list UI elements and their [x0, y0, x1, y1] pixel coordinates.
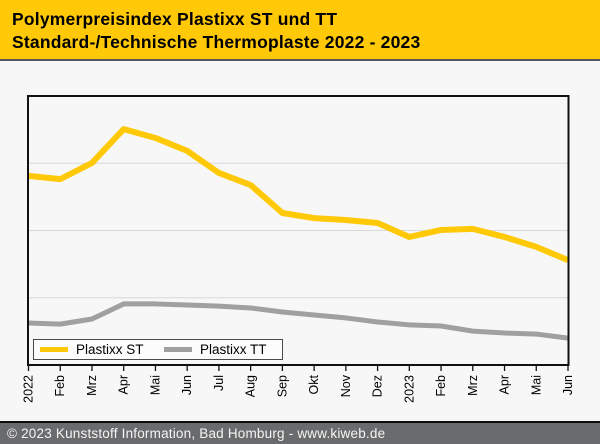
chart-title-line2: Standard-/Technische Thermoplaste 2022 -…: [12, 32, 421, 52]
x-tick-label: Aug: [244, 375, 258, 397]
copyright-footer: © 2023 Kunststoff Information, Bad Hombu…: [0, 421, 600, 444]
plastixx-st-line-swatch: [40, 347, 68, 352]
legend-item-plastixx-tt: Plastixx TT: [158, 340, 282, 359]
plastixx-tt-line-swatch: [164, 347, 192, 352]
x-tick-label: Mai: [529, 375, 543, 395]
x-tick-label: Jun: [180, 375, 194, 395]
series-line-plastixx-tt: [28, 301, 569, 341]
legend-item-plastixx-st: Plastixx ST: [34, 340, 158, 359]
x-tick-label: Dez: [371, 375, 385, 397]
series-line-plastixx-st: [28, 126, 570, 263]
x-tick-label: Jun: [561, 375, 575, 395]
x-tick-label: Mrz: [466, 375, 480, 396]
x-tick-label: Mai: [148, 375, 162, 395]
x-tick-label: Okt: [307, 374, 321, 394]
copyright-text: © 2023 Kunststoff Information, Bad Hombu…: [7, 426, 386, 441]
x-tick-label: Feb: [53, 375, 67, 397]
x-tick-label: Mrz: [85, 375, 99, 396]
x-tick-label: 2023: [402, 375, 416, 403]
legend-label-plastixx-st: Plastixx ST: [76, 342, 144, 357]
x-tick-label: Apr: [498, 375, 512, 394]
chart-header: Polymerpreisindex Plastixx ST und TT Sta…: [0, 0, 600, 61]
x-tick-label: 2022: [22, 375, 36, 403]
x-tick-label: Feb: [434, 375, 448, 397]
chart-legend: Plastixx ST Plastixx TT: [33, 339, 283, 360]
chart-title-line1: Polymerpreisindex Plastixx ST und TT: [12, 9, 338, 29]
x-tick-label: Nov: [339, 374, 353, 397]
x-tick-label: Sep: [275, 375, 289, 397]
x-tick-label: Apr: [117, 375, 131, 394]
plot-border: [27, 95, 570, 366]
legend-label-plastixx-tt: Plastixx TT: [200, 342, 267, 357]
x-tick-label: Jul: [212, 375, 226, 391]
